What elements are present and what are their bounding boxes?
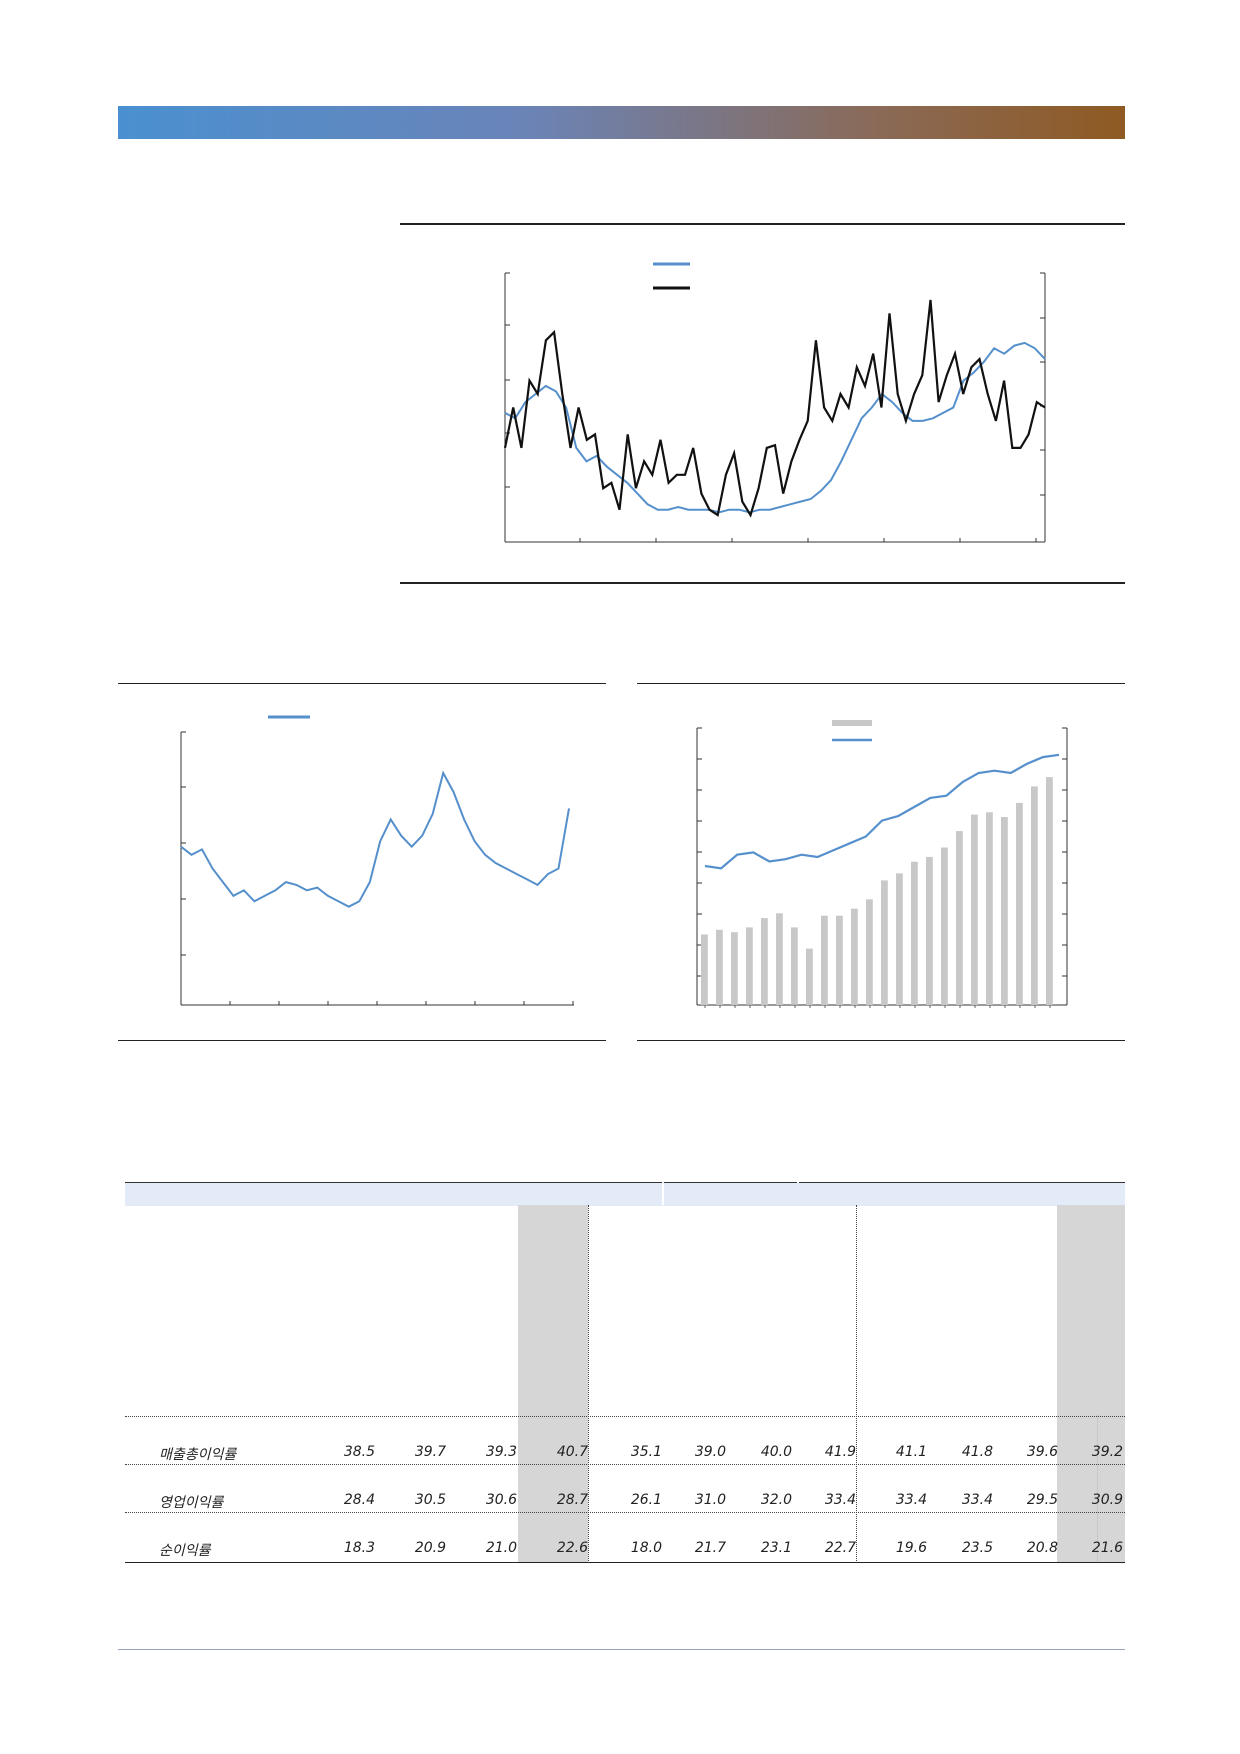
bar [911,861,918,1005]
bar [986,812,993,1005]
bar [1001,817,1008,1005]
series-2-line [503,299,1046,518]
bar [1046,777,1053,1005]
chart1-main-line-chart [503,262,1046,543]
cell: 39.0 [694,1444,726,1460]
cell: 33.4 [961,1492,993,1508]
table-hdivider [125,1464,1125,1465]
cell: 23.1 [760,1540,792,1556]
bar [896,873,903,1005]
table-vdivider [856,1205,857,1563]
cell: 39.6 [1026,1444,1058,1460]
table-header-divider [662,1182,664,1205]
series-line [704,753,1060,870]
cell: 39.2 [1091,1444,1123,1460]
bar [806,948,813,1005]
cell: 41.1 [895,1444,927,1460]
cell: 32.0 [760,1492,792,1508]
series-line [180,770,570,908]
cell: 30.6 [485,1492,517,1508]
cell: 19.6 [895,1540,927,1556]
table-row: 매출총이익률 38.5 39.7 39.3 40.7 35.1 39.0 40.… [125,1430,1125,1478]
legend-swatch-bars [832,720,872,726]
chart3-top-rule [637,683,1125,684]
bar [971,814,978,1005]
cell: 30.5 [414,1492,446,1508]
cell: 22.7 [824,1540,856,1556]
cell: 39.3 [485,1444,517,1460]
bar [731,932,738,1005]
series-1-line [504,341,1046,514]
cell: 21.0 [485,1540,517,1556]
table-header [125,1182,1125,1206]
cell: 18.0 [630,1540,662,1556]
cell: 21.7 [694,1540,726,1556]
bar [746,927,753,1005]
cell: 29.5 [1026,1492,1058,1508]
chart3-bar-line-chart [696,720,1068,1008]
cell: 23.5 [961,1540,993,1556]
cell: 40.7 [556,1444,588,1460]
cell: 28.7 [556,1492,588,1508]
row-label: 영업이익률 [159,1495,224,1511]
cell: 31.0 [694,1492,726,1508]
header-banner [118,106,1125,139]
bar [851,908,858,1005]
bar [761,918,768,1006]
cell: 30.9 [1091,1492,1123,1508]
table-vdivider [1097,1415,1098,1563]
table-row: 영업이익률 28.4 30.5 30.6 28.7 26.1 31.0 32.0… [125,1478,1125,1526]
bar [1016,802,1023,1005]
table-shade-col [518,1205,588,1563]
bar [926,856,933,1005]
cell: 22.6 [556,1540,588,1556]
bar [791,927,798,1005]
bar [701,934,708,1005]
cell: 38.5 [343,1444,375,1460]
chart2-top-rule [118,683,606,684]
cell: 40.0 [760,1444,792,1460]
cell: 28.4 [343,1492,375,1508]
cell: 21.6 [1091,1540,1123,1556]
cell: 33.4 [824,1492,856,1508]
bar [776,913,783,1005]
table-vdivider [588,1205,589,1563]
bar [821,915,828,1005]
cell: 35.1 [630,1444,662,1460]
bar [866,899,873,1006]
table-row: 순이익률 18.3 20.9 21.0 22.6 18.0 21.7 23.1 … [125,1526,1125,1574]
cell: 26.1 [630,1492,662,1508]
cell: 20.8 [1026,1540,1058,1556]
cell: 18.3 [343,1540,375,1556]
row-label: 매출총이익률 [159,1447,237,1463]
cell: 41.8 [961,1444,993,1460]
cell: 41.9 [824,1444,856,1460]
bar [881,880,888,1005]
table-shade-col [1057,1205,1125,1563]
cell: 20.9 [414,1540,446,1556]
bar [956,831,963,1005]
bar [941,847,948,1005]
cell: 33.4 [895,1492,927,1508]
table-bottom-rule [125,1562,1125,1563]
table-hdivider [125,1512,1125,1513]
bar [716,929,723,1005]
row-label: 순이익률 [159,1543,211,1559]
chart2-line-chart [180,715,574,1006]
chart2-bottom-rule [118,1040,606,1041]
footer-line [118,1649,1125,1650]
table-hdivider [125,1416,1125,1417]
cell: 39.7 [414,1444,446,1460]
table-header-divider [797,1182,799,1183]
chart1-top-rule [400,223,1125,225]
chart3-bottom-rule [637,1040,1125,1041]
bar [1031,786,1038,1005]
chart1-bottom-rule [400,582,1125,584]
bar [836,915,843,1005]
